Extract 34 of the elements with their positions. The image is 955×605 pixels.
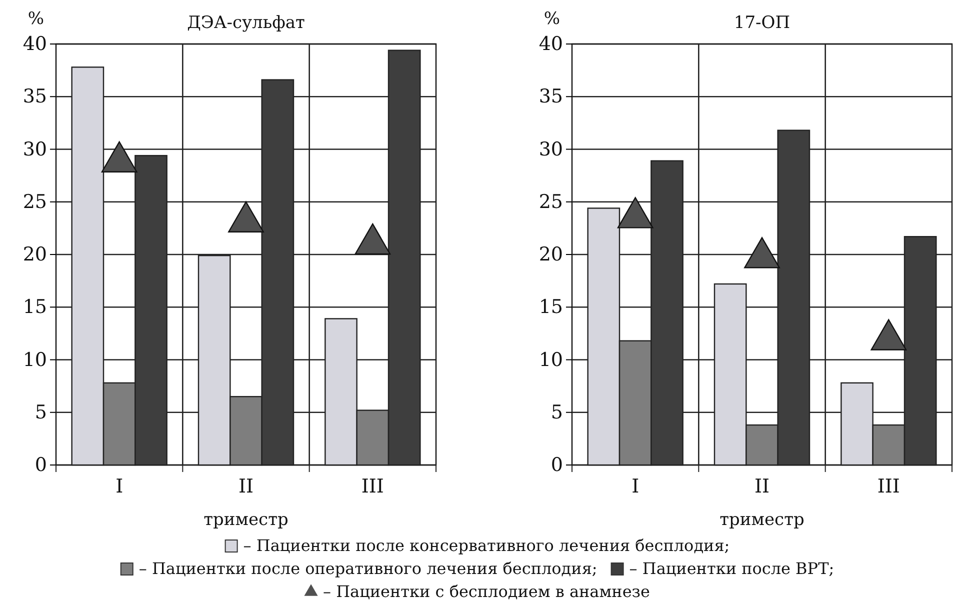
- y-tick-label: 5: [550, 401, 563, 424]
- x-axis-title: триместр: [720, 510, 804, 530]
- x-axis-title: триместр: [204, 510, 288, 530]
- y-tick-label: 0: [34, 454, 47, 476]
- y-tick-label: 0: [550, 454, 563, 476]
- y-axis-title: %: [544, 9, 560, 29]
- y-tick-label: 15: [538, 296, 563, 318]
- legend-label: – Пациентки после консервативного лечения бесплодия;: [243, 536, 730, 555]
- x-tick-label: II: [238, 475, 254, 498]
- y-tick-label: 25: [538, 190, 563, 213]
- x-tick-label: I: [116, 475, 124, 498]
- y-tick-label: 35: [538, 86, 563, 108]
- y-tick-label: 20: [22, 244, 47, 266]
- x-tick-label: II: [754, 475, 770, 498]
- y-tick-label: 30: [22, 138, 47, 160]
- y-tick-label: 40: [22, 33, 47, 56]
- chart-title: ДЭА-сульфат: [187, 13, 305, 33]
- y-tick-label: 40: [538, 33, 563, 56]
- x-tick-label: III: [877, 475, 900, 498]
- y-tick-label: 10: [22, 348, 47, 371]
- y-tick-label: 25: [22, 190, 47, 213]
- y-tick-label: 10: [538, 348, 563, 371]
- legend-label: – Пациентки после оперативного лечения бесплодия;: [138, 559, 598, 578]
- y-tick-label: 5: [34, 401, 47, 424]
- y-tick-label: 15: [22, 296, 47, 318]
- y-tick-label: 35: [22, 86, 47, 108]
- chart-title: 17-ОП: [734, 13, 790, 33]
- x-tick-label: III: [361, 475, 384, 498]
- legend-label: – Пациентки после ВРТ;: [629, 559, 834, 578]
- x-tick-label: I: [632, 475, 640, 498]
- legend-label: – Пациентки с бесплодием в анамнезе: [323, 582, 650, 601]
- y-tick-label: 30: [538, 138, 563, 160]
- y-tick-label: 20: [538, 244, 563, 266]
- y-axis-title: %: [28, 9, 44, 29]
